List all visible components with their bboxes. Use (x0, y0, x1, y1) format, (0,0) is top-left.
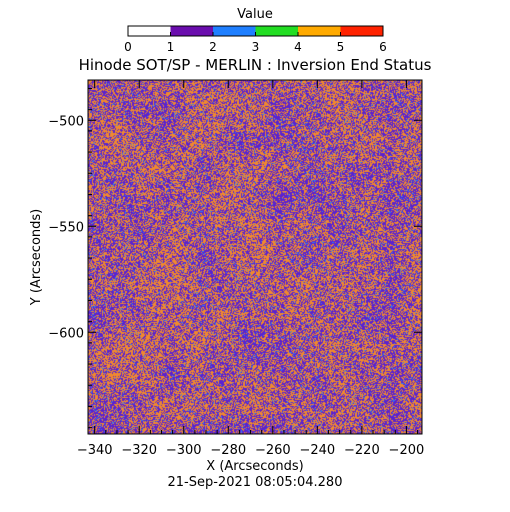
x-tick-label: −200 (389, 443, 425, 458)
colorbar-title: Value (237, 7, 273, 22)
colorbar-swatch-0 (128, 26, 171, 36)
x-tick-label: −220 (344, 443, 380, 458)
heatmap-image-container (88, 80, 422, 434)
plot-frame (87, 79, 423, 435)
y-tick-label: −500 (48, 114, 84, 129)
colorbar-tick-label: 2 (209, 40, 217, 54)
x-axis: −340 −320 −300 −280 −260 −240 −220 −200 (77, 80, 424, 458)
x-tick-label: −340 (77, 443, 113, 458)
colorbar-tick-label: 3 (252, 40, 260, 54)
y-axis: −500 −550 −600 (48, 87, 422, 429)
x-tick-label: −320 (121, 443, 157, 458)
y-tick-label: −600 (48, 326, 84, 341)
x-axis-label: X (Arcseconds) (206, 459, 303, 474)
timestamp: 21-Sep-2021 08:05:04.280 (168, 475, 343, 490)
colorbar-tick-label: 0 (124, 40, 132, 54)
colorbar-swatch-4 (298, 26, 341, 36)
colorbar-tick-label: 1 (167, 40, 175, 54)
colorbar-swatch-1 (170, 26, 213, 36)
heatmap-image (88, 80, 422, 434)
y-tick-label: −550 (48, 220, 84, 235)
colorbar: Value 0 1 2 3 4 5 6 (124, 7, 387, 54)
colorbar-swatch-5 (340, 26, 383, 36)
x-tick-label: −260 (255, 443, 291, 458)
colorbar-tick-label: 4 (294, 40, 302, 54)
x-tick-label: −240 (299, 443, 335, 458)
x-tick-label: −300 (166, 443, 202, 458)
y-axis-label: Y (Arcseconds) (29, 209, 44, 306)
colorbar-tick-label: 6 (379, 40, 387, 54)
x-tick-label: −280 (210, 443, 246, 458)
colorbar-tick-label: 5 (337, 40, 345, 54)
colorbar-swatch-2 (213, 26, 256, 36)
colorbar-swatch-3 (255, 26, 298, 36)
chart-title: Hinode SOT/SP - MERLIN : Inversion End S… (79, 56, 432, 74)
